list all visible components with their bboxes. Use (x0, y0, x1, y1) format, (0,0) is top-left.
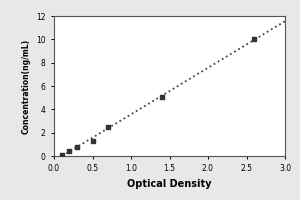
Point (159, 95, 164, 98)
X-axis label: Optical Density: Optical Density (127, 179, 212, 189)
Y-axis label: Concentration(ng/mL): Concentration(ng/mL) (22, 38, 31, 134)
Point (106, 125, 110, 128)
Point (75, 145, 80, 148)
Point (252, 38, 256, 41)
Point (90, 139, 95, 142)
Point (67, 150, 72, 153)
Point (59, 153, 64, 156)
